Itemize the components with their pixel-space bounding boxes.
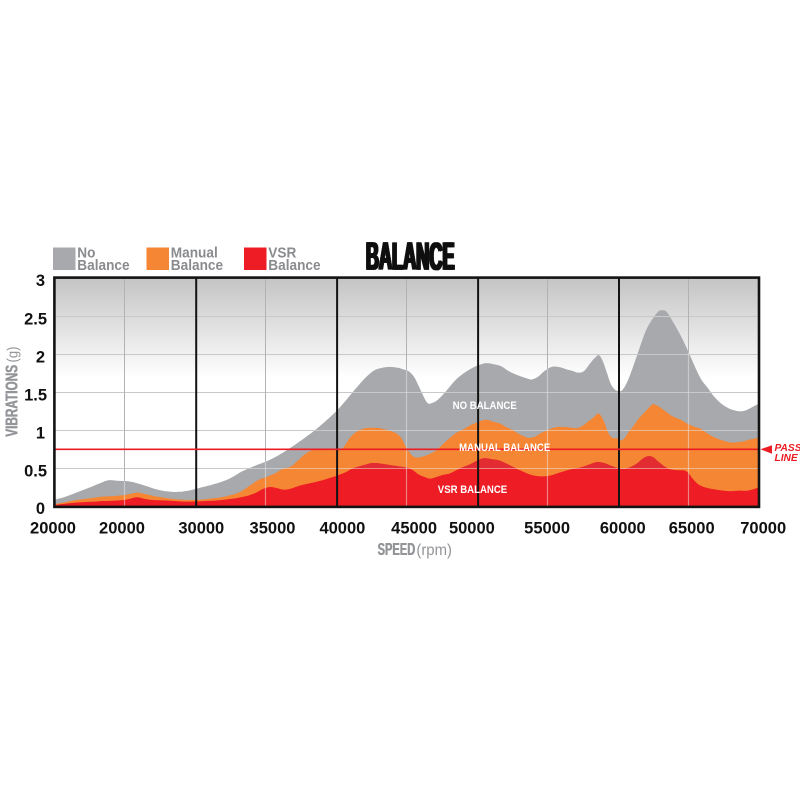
svg-text:BALANCE: BALANCE (367, 235, 456, 279)
svg-text:BALANCE: BALANCE (366, 235, 455, 279)
svg-text:No: No (77, 244, 96, 260)
svg-text:LINE: LINE (775, 453, 799, 464)
svg-text:1: 1 (36, 425, 45, 443)
svg-text:Balance: Balance (77, 257, 129, 273)
svg-text:0.5: 0.5 (24, 463, 47, 481)
svg-text:1.5: 1.5 (24, 387, 47, 405)
svg-text:60000: 60000 (600, 520, 646, 538)
svg-text:3: 3 (36, 272, 45, 290)
svg-text:BALANCE: BALANCE (365, 235, 454, 279)
svg-text:VIBRATIONS: VIBRATIONS (2, 365, 22, 437)
svg-text:Balance: Balance (171, 257, 223, 273)
svg-text:VIBRATIONS: VIBRATIONS (2, 365, 22, 437)
svg-text:VSR BALANCE: VSR BALANCE (438, 485, 508, 497)
svg-text:20000: 20000 (30, 520, 76, 538)
svg-text:SPEED: SPEED (377, 539, 415, 559)
svg-text:PASS: PASS (775, 443, 800, 454)
svg-text:45000: 45000 (391, 520, 437, 538)
svg-text:Balance: Balance (268, 257, 320, 273)
svg-text:35000: 35000 (250, 520, 296, 538)
svg-text:NO BALANCE: NO BALANCE (453, 401, 517, 413)
svg-text:50000: 50000 (449, 520, 495, 538)
svg-text:30000: 30000 (178, 520, 224, 538)
svg-text:(g): (g) (3, 347, 20, 363)
svg-text:SPEED: SPEED (378, 539, 416, 559)
svg-text:65000: 65000 (669, 520, 715, 538)
svg-text:VSR: VSR (268, 244, 296, 260)
svg-text:0: 0 (36, 500, 45, 518)
svg-text:40000: 40000 (319, 520, 365, 538)
svg-text:55000: 55000 (524, 520, 570, 538)
svg-text:2.5: 2.5 (24, 311, 47, 329)
svg-text:Manual: Manual (171, 244, 218, 260)
svg-text:20000: 20000 (99, 520, 145, 538)
svg-text:MANUAL BALANCE: MANUAL BALANCE (459, 443, 550, 455)
svg-text:2: 2 (36, 349, 45, 367)
svg-text:70000: 70000 (740, 520, 786, 538)
svg-text:(rpm): (rpm) (416, 542, 452, 559)
